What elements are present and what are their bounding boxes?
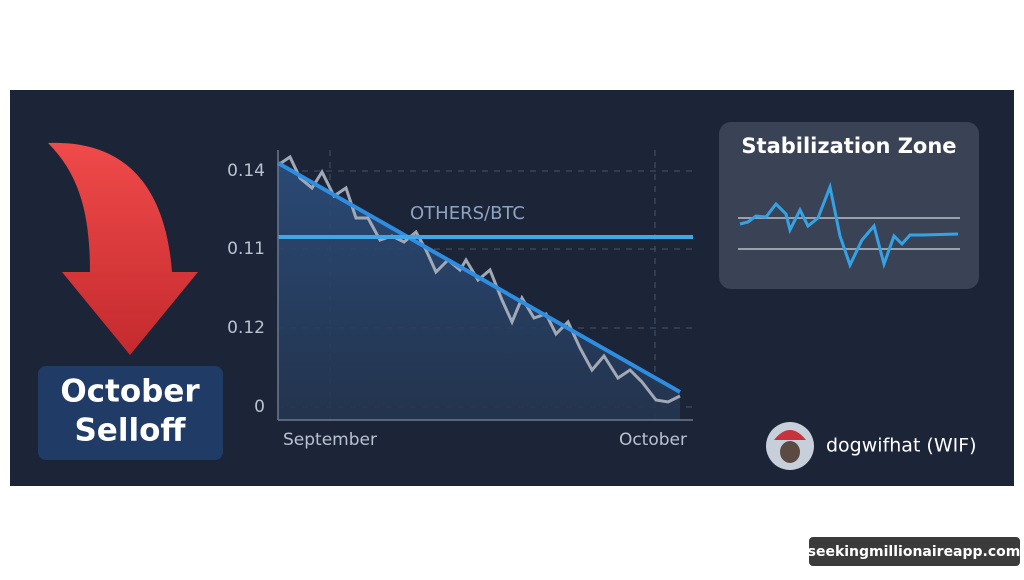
area: [278, 163, 680, 420]
avatar-face: [780, 441, 800, 463]
price-line: [277, 154, 681, 404]
y-tick-label: 0: [254, 397, 265, 417]
avatar-hat: [774, 430, 806, 440]
series-label: OTHERS/BTC: [410, 203, 525, 224]
watermark-box: [809, 537, 1020, 566]
stabilization-line: [739, 181, 959, 270]
y-tick-label: 0.11: [227, 239, 265, 259]
stabilization-title: Stabilization Zone: [741, 134, 956, 158]
stabilization-box: [719, 122, 979, 289]
trend-line: [277, 161, 681, 394]
y-tick-label: 0.14: [227, 161, 265, 181]
x-tick-label: October: [619, 430, 687, 450]
down-arrow: [48, 142, 198, 355]
badge-title: Selloff: [74, 413, 186, 449]
watermark: seekingmillionaireapp.com: [808, 544, 1021, 560]
badge-box: [38, 366, 223, 460]
coin-name: dogwifhat (WIF): [826, 435, 977, 457]
badge-title: October: [60, 374, 200, 410]
x-tick-label: September: [283, 430, 377, 450]
y-tick-label: 0.12: [227, 318, 265, 338]
